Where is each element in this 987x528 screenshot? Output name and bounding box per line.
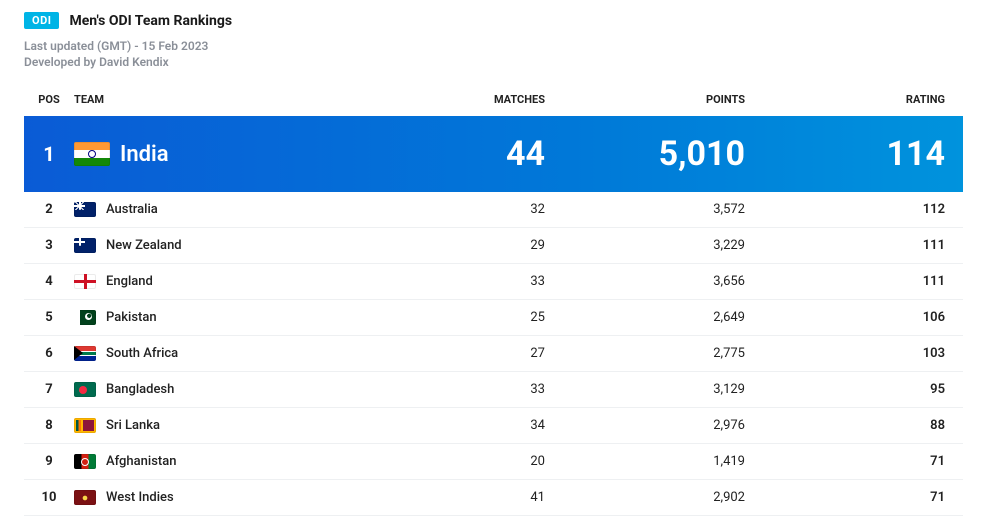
team-name: England	[106, 274, 153, 289]
en-flag-icon	[74, 274, 96, 289]
cell-matches: 32	[403, 202, 563, 217]
bd-flag-icon	[74, 382, 96, 397]
cell-matches: 20	[403, 454, 563, 469]
col-team: TEAM	[74, 93, 403, 106]
cell-matches: 33	[403, 274, 563, 289]
cell-rating: 103	[763, 346, 963, 361]
cell-team: Australia	[74, 202, 403, 217]
au-flag-icon	[74, 202, 96, 217]
cell-points: 1,419	[563, 454, 763, 469]
cell-team: Afghanistan	[74, 454, 403, 469]
table-row[interactable]: 10 West Indies 412,90271	[24, 480, 963, 516]
za-flag-icon	[74, 346, 96, 361]
table-row[interactable]: 1 India 445,010114	[24, 116, 963, 192]
cell-team: West Indies	[74, 490, 403, 505]
cell-team: Bangladesh	[74, 382, 403, 397]
cell-points: 2,775	[563, 346, 763, 361]
cell-points: 2,902	[563, 490, 763, 505]
team-name: Pakistan	[106, 310, 157, 325]
cell-rating: 88	[763, 418, 963, 433]
cell-rating: 95	[763, 382, 963, 397]
team-name: New Zealand	[106, 238, 182, 253]
cell-pos: 1	[24, 142, 74, 166]
lk-flag-icon	[74, 418, 96, 433]
cell-points: 2,976	[563, 418, 763, 433]
cell-rating: 112	[763, 202, 963, 217]
nz-flag-icon	[74, 238, 96, 253]
cell-pos: 10	[24, 490, 74, 505]
cell-pos: 7	[24, 382, 74, 397]
cell-points: 3,229	[563, 238, 763, 253]
developed-by: Developed by David Kendix	[24, 55, 963, 69]
cell-matches: 34	[403, 418, 563, 433]
cell-matches: 27	[403, 346, 563, 361]
cell-pos: 2	[24, 202, 74, 217]
col-rating: RATING	[763, 93, 963, 106]
cell-points: 3,572	[563, 202, 763, 217]
cell-pos: 8	[24, 418, 74, 433]
cell-rating: 71	[763, 454, 963, 469]
cell-team: South Africa	[74, 346, 403, 361]
team-name: South Africa	[106, 346, 178, 361]
wi-flag-icon	[74, 490, 96, 505]
cell-rating: 111	[763, 274, 963, 289]
team-name: Bangladesh	[106, 382, 174, 397]
cell-points: 5,010	[563, 134, 763, 174]
last-updated: Last updated (GMT) - 15 Feb 2023	[24, 39, 963, 53]
cell-points: 2,649	[563, 310, 763, 325]
team-name: Sri Lanka	[106, 418, 160, 433]
table-row[interactable]: 8 Sri Lanka 342,97688	[24, 408, 963, 444]
cell-points: 3,656	[563, 274, 763, 289]
cell-team: Sri Lanka	[74, 418, 403, 433]
cell-rating: 106	[763, 310, 963, 325]
cell-pos: 4	[24, 274, 74, 289]
page-title: Men's ODI Team Rankings	[69, 13, 232, 29]
table-row[interactable]: 4 England 333,656111	[24, 264, 963, 300]
meta-block: Last updated (GMT) - 15 Feb 2023 Develop…	[24, 39, 963, 69]
table-body: 1 India 445,010114 2 Australia 323,572112 3 New…	[24, 116, 963, 516]
team-name: Australia	[106, 202, 158, 217]
table-row[interactable]: 5 Pakistan 252,649106	[24, 300, 963, 336]
table-row[interactable]: 7 Bangladesh 333,12995	[24, 372, 963, 408]
col-points: POINTS	[563, 93, 763, 106]
table-header: POS TEAM MATCHES POINTS RATING	[24, 83, 963, 116]
cell-matches: 29	[403, 238, 563, 253]
cell-matches: 41	[403, 490, 563, 505]
cell-matches: 44	[403, 134, 563, 174]
cell-rating: 111	[763, 238, 963, 253]
table-row[interactable]: 6 South Africa 272,775103	[24, 336, 963, 372]
cell-matches: 25	[403, 310, 563, 325]
col-matches: MATCHES	[403, 93, 563, 106]
pk-flag-icon	[74, 310, 96, 325]
table-row[interactable]: 2 Australia 323,572112	[24, 192, 963, 228]
cell-team: India	[74, 142, 403, 167]
rankings-table: POS TEAM MATCHES POINTS RATING 1India445…	[24, 83, 963, 516]
af-flag-icon	[74, 454, 96, 469]
cell-pos: 6	[24, 346, 74, 361]
in-flag-icon	[74, 142, 110, 166]
header-row: ODI Men's ODI Team Rankings	[24, 12, 963, 29]
cell-team: Pakistan	[74, 310, 403, 325]
cell-matches: 33	[403, 382, 563, 397]
cell-pos: 5	[24, 310, 74, 325]
table-row[interactable]: 9 Afghanistan 201,41971	[24, 444, 963, 480]
team-name: India	[120, 142, 169, 167]
cell-points: 3,129	[563, 382, 763, 397]
cell-pos: 9	[24, 454, 74, 469]
team-name: West Indies	[106, 490, 174, 505]
cell-pos: 3	[24, 238, 74, 253]
team-name: Afghanistan	[106, 454, 176, 469]
cell-team: England	[74, 274, 403, 289]
table-row[interactable]: 3 New Zealand 293,229111	[24, 228, 963, 264]
cell-rating: 114	[763, 134, 963, 174]
odi-badge: ODI	[24, 12, 59, 29]
col-pos: POS	[24, 93, 74, 106]
cell-rating: 71	[763, 490, 963, 505]
cell-team: New Zealand	[74, 238, 403, 253]
